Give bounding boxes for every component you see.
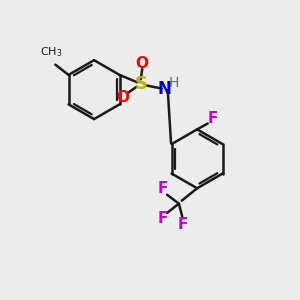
- Text: O: O: [136, 56, 149, 70]
- Text: N: N: [158, 80, 172, 98]
- Text: O: O: [117, 90, 130, 105]
- Text: F: F: [208, 111, 218, 126]
- Text: F: F: [158, 182, 168, 196]
- Text: S: S: [134, 75, 147, 93]
- Text: F: F: [158, 212, 168, 226]
- Text: CH$_3$: CH$_3$: [40, 45, 62, 59]
- Text: F: F: [178, 217, 188, 232]
- Text: H: H: [169, 76, 179, 90]
